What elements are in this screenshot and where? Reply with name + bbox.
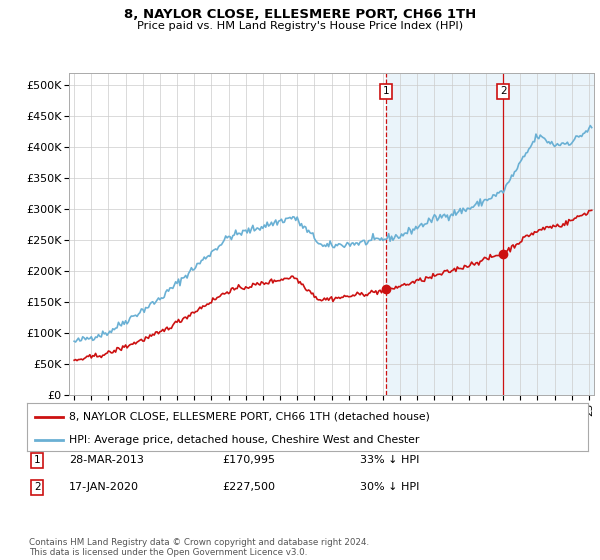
Text: Contains HM Land Registry data © Crown copyright and database right 2024.
This d: Contains HM Land Registry data © Crown c… — [29, 538, 369, 557]
Text: 1: 1 — [34, 455, 41, 465]
Text: Price paid vs. HM Land Registry's House Price Index (HPI): Price paid vs. HM Land Registry's House … — [137, 21, 463, 31]
Text: HPI: Average price, detached house, Cheshire West and Chester: HPI: Average price, detached house, Ches… — [69, 435, 419, 445]
Text: £227,500: £227,500 — [222, 482, 275, 492]
Text: 2: 2 — [34, 482, 41, 492]
Text: 17-JAN-2020: 17-JAN-2020 — [69, 482, 139, 492]
Text: 8, NAYLOR CLOSE, ELLESMERE PORT, CH66 1TH (detached house): 8, NAYLOR CLOSE, ELLESMERE PORT, CH66 1T… — [69, 412, 430, 422]
Text: 33% ↓ HPI: 33% ↓ HPI — [360, 455, 419, 465]
Bar — [386, 73, 598, 395]
Text: £170,995: £170,995 — [222, 455, 275, 465]
Text: 8, NAYLOR CLOSE, ELLESMERE PORT, CH66 1TH: 8, NAYLOR CLOSE, ELLESMERE PORT, CH66 1T… — [124, 8, 476, 21]
Text: 1: 1 — [383, 86, 389, 96]
Text: 2: 2 — [500, 86, 506, 96]
Text: 28-MAR-2013: 28-MAR-2013 — [69, 455, 144, 465]
Text: 30% ↓ HPI: 30% ↓ HPI — [360, 482, 419, 492]
